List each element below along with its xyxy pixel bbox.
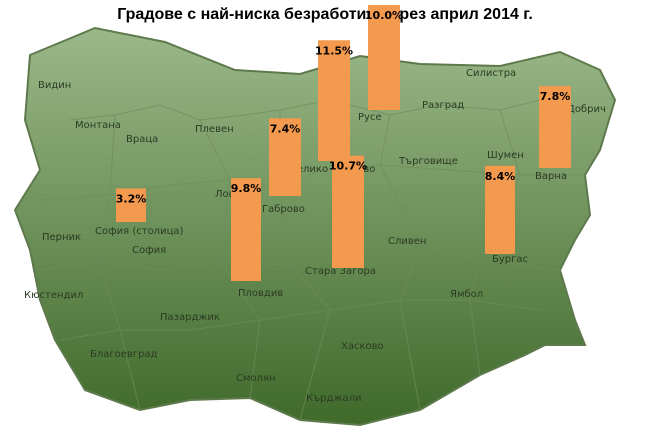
region-labels: ВидинМонтанаВрацаПлевенЛовечГабровоВелик… [24,68,606,404]
region-label: Плевен [195,124,234,135]
bar-value-label: 7.8% [540,90,571,103]
region-label: Добрич [567,104,606,115]
region-label: Пазарджик [160,312,220,323]
region-label: Перник [42,232,81,243]
region-label: Ловеч [215,189,247,200]
region-label: Габрово [262,204,305,215]
bar [231,178,261,281]
bar-value-label: 9.8% [231,182,262,195]
region-label: София [132,245,166,256]
region-label: Сливен [388,236,426,247]
bar-value-label: 7.4% [270,122,301,135]
chart-title: Градове с най-ниска безработица през апр… [117,6,533,23]
bar-value-label: 8.4% [485,170,516,183]
bar-value-label: 10.0% [365,9,403,22]
bar [485,165,515,254]
bar [332,155,364,268]
bar [539,86,571,168]
region-label: Бургас [492,254,528,265]
region-label: Ямбол [450,289,483,300]
bar [116,188,146,222]
region-label: Видин [38,80,71,91]
region-label: Враца [126,134,158,145]
bar [318,40,350,161]
bar-value-label: 10.7% [329,160,367,173]
region-label: Кюстендил [24,290,83,301]
region-label: Смолян [236,373,276,384]
bar-value-label: 11.5% [315,44,353,57]
region-label: Пловдив [238,288,283,299]
bars: 3.2% 9.8% 7.4% 11.5% 10.7% 10.0% 8.4% 7.8% [116,5,571,281]
region-label: Шумен [487,150,524,161]
region-label: Благоевград [90,349,158,360]
region-label: Русе [358,112,382,123]
region-label: София (столица) [95,226,184,237]
bar [368,5,400,110]
region-label: Варна [535,171,567,182]
region-label: Силистра [466,68,516,79]
bar [269,118,301,196]
region-label: Стара Загора [305,266,376,277]
region-label: Търговище [398,156,458,167]
bar-value-label: 3.2% [116,192,147,205]
region-label: Кърджали [306,393,361,404]
region-label: Разград [422,100,464,111]
region-label: Хасково [341,341,384,352]
region-label: Монтана [75,120,121,131]
